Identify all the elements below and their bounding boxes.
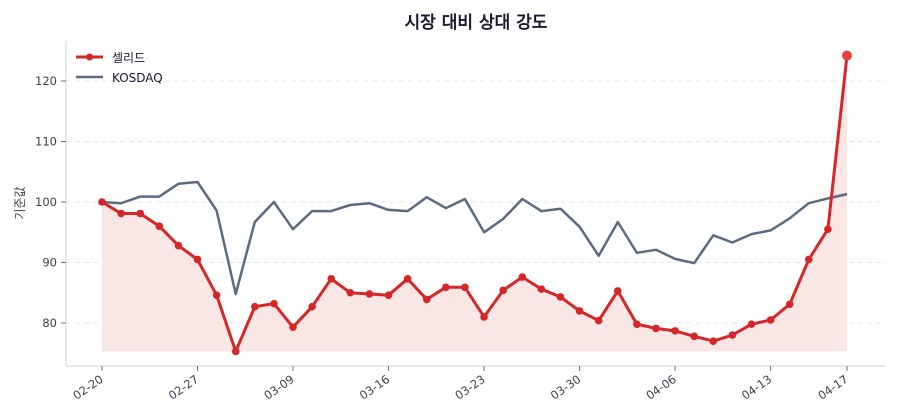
data-point-marker <box>327 275 336 283</box>
y-tick-label: 120 <box>35 74 57 88</box>
data-point-marker <box>671 327 679 335</box>
legend-item-kosdaq: KOSDAQ <box>76 71 163 85</box>
data-point-marker <box>231 347 240 356</box>
legend-marker-icon <box>86 53 93 61</box>
data-point-marker <box>136 209 145 218</box>
data-point-marker <box>556 293 565 301</box>
data-point-marker <box>747 320 756 329</box>
data-point-marker <box>652 324 660 333</box>
series-lines <box>98 50 852 356</box>
data-point-marker <box>289 323 297 332</box>
kosdaq-line <box>101 180 848 296</box>
data-point-marker <box>117 209 125 218</box>
data-point-marker <box>155 222 164 230</box>
data-point-marker <box>575 307 584 315</box>
data-point-marker <box>98 198 106 206</box>
data-point-marker <box>824 225 832 234</box>
data-point-marker <box>270 299 278 308</box>
data-point-marker <box>212 291 221 299</box>
data-point-marker <box>613 287 622 295</box>
y-tick-label: 80 <box>42 316 57 330</box>
series-area-fill <box>102 55 847 352</box>
data-point-marker <box>518 273 527 281</box>
celid-area-fill <box>102 55 847 352</box>
axes <box>65 41 886 367</box>
chart-title: 시장 대비 상대 강도 <box>405 13 548 33</box>
y-tick-label: 90 <box>42 256 57 270</box>
data-point-marker <box>537 285 546 293</box>
data-point-marker <box>442 283 450 292</box>
data-point-marker <box>766 316 775 324</box>
y-tick-label: 110 <box>35 135 57 149</box>
x-tick-label: 02-27 <box>166 372 201 403</box>
data-point-marker <box>804 255 813 264</box>
y-tick-label: 100 <box>35 195 57 209</box>
y-axis-label: 기준값 <box>13 186 27 219</box>
data-point-marker <box>480 313 488 321</box>
x-tick-label: 03-23 <box>452 372 487 403</box>
data-point-marker <box>709 337 718 345</box>
data-point-marker <box>365 290 374 298</box>
data-point-marker <box>785 300 794 309</box>
x-tick-label: 03-09 <box>261 372 296 403</box>
data-point-marker <box>690 332 698 341</box>
legend: 셀리드 KOSDAQ <box>76 51 163 85</box>
x-tick-label: 03-16 <box>357 372 392 403</box>
data-point-marker <box>728 331 737 339</box>
data-point-marker <box>251 302 259 311</box>
data-point-marker <box>461 283 469 292</box>
x-tick-label: 03-30 <box>548 372 583 403</box>
data-point-marker <box>499 286 507 295</box>
latest-point-marker <box>842 50 852 61</box>
data-point-marker <box>633 320 641 329</box>
data-point-marker <box>384 291 393 299</box>
data-point-marker <box>346 288 355 297</box>
data-point-marker <box>308 302 316 311</box>
x-tick-label: 02-20 <box>70 372 105 403</box>
legend-label-celid: 셀리드 <box>112 51 145 65</box>
y-axis-ticks: 80 90 100 110 120 <box>35 74 66 330</box>
x-axis-ticks: 02-20 02-27 03-09 03-16 03-23 03-30 04-06 04-13… <box>70 366 851 403</box>
x-tick-label: 04-13 <box>739 372 774 403</box>
legend-label-kosdaq: KOSDAQ <box>112 71 163 85</box>
celid-line <box>101 55 849 353</box>
data-point-marker <box>174 241 183 250</box>
data-point-marker <box>403 275 412 283</box>
legend-item-celid: 셀리드 <box>76 51 145 65</box>
data-point-marker <box>422 295 431 304</box>
data-point-marker <box>193 255 202 264</box>
data-point-marker <box>594 316 603 325</box>
x-tick-label: 04-06 <box>643 372 678 403</box>
x-tick-label: 04-17 <box>815 372 850 403</box>
